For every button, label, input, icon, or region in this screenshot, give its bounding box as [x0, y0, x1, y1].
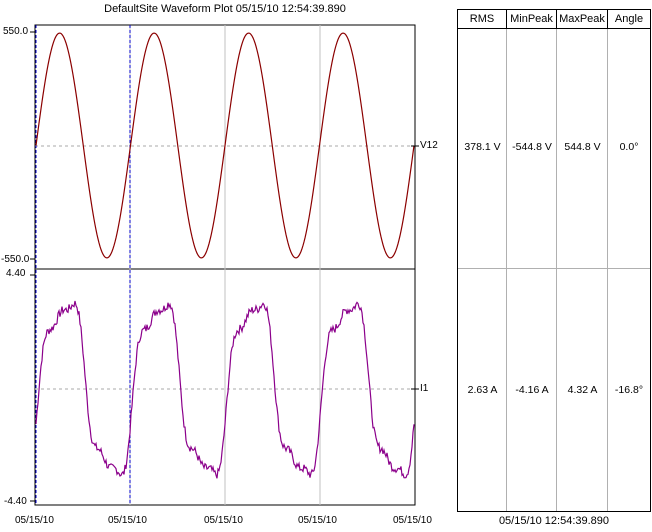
x-tick-label: 05/15/10 [108, 515, 147, 526]
cell-angle: -16.8° [614, 384, 644, 396]
cell-maxpeak: 4.32 A [567, 384, 598, 396]
cell-minpeak: -4.16 A [515, 384, 549, 396]
header-maxpeak[interactable]: MaxPeak [557, 10, 608, 28]
channel-label-v12: V12 [420, 140, 438, 151]
cell-rms: 2.63 A [467, 384, 498, 396]
table-row-v12[interactable]: 378.1 V -544.8 V 544.8 V 0.0° [458, 141, 650, 153]
cell-rms: 378.1 V [464, 141, 501, 153]
row-divider [458, 268, 650, 269]
current-waveform-trace [35, 300, 415, 479]
channel-label-i1: I1 [420, 383, 429, 394]
x-tick-label: 05/15/10 [393, 515, 432, 526]
x-tick-label: 05/15/10 [204, 515, 243, 526]
waveform-plot-area[interactable] [0, 0, 452, 532]
footer-timestamp: 05/15/10 12:54:39.890 [498, 515, 610, 527]
cell-minpeak: -544.8 V [512, 141, 552, 153]
table-row-i1[interactable]: 2.63 A -4.16 A 4.32 A -16.8° [458, 384, 650, 396]
table-header: RMS MinPeak MaxPeak Angle [458, 10, 650, 29]
header-minpeak[interactable]: MinPeak [507, 10, 557, 28]
x-tick-label: 05/15/10 [15, 515, 54, 526]
voltage-ymin-label: -550.0 [1, 254, 30, 265]
current-ymax-label: 4.40 [6, 268, 26, 279]
cell-maxpeak: 544.8 V [564, 141, 601, 153]
cell-angle: 0.0° [619, 141, 639, 153]
measurement-table: RMS MinPeak MaxPeak Angle 378.1 V -544.8… [457, 9, 651, 512]
voltage-ymax-label: 550.0 [3, 26, 29, 37]
x-tick-label: 05/15/10 [298, 515, 337, 526]
plot-title: DefaultSite Waveform Plot 05/15/10 12:54… [104, 3, 346, 15]
voltage-waveform-trace [35, 32, 415, 259]
header-angle[interactable]: Angle [614, 13, 644, 25]
current-ymin-label: -4.40 [4, 496, 27, 507]
header-rms[interactable]: RMS [458, 10, 507, 28]
